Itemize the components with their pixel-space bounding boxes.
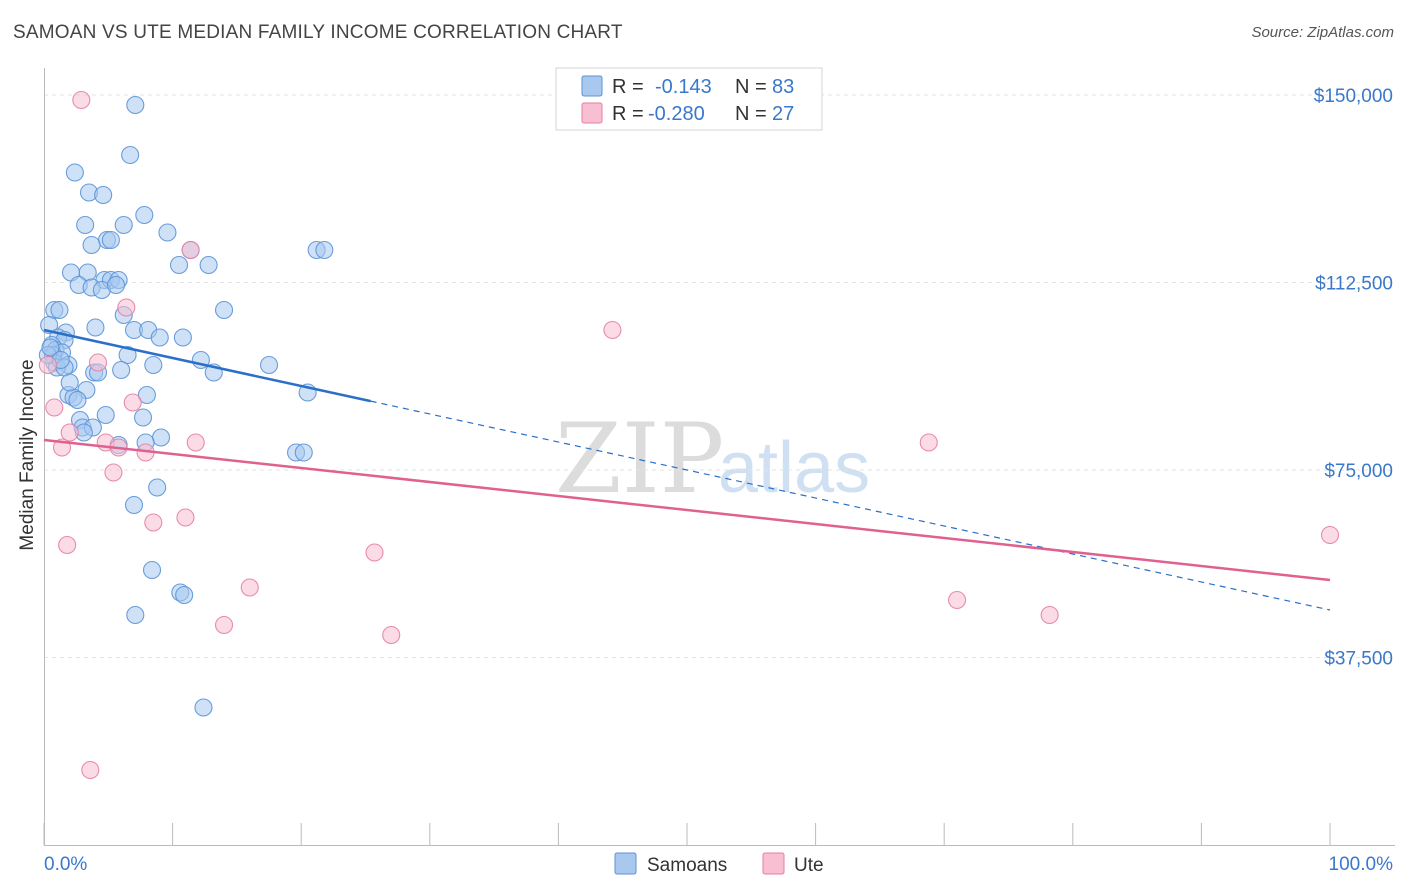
watermark-atlas: atlas [718,428,870,508]
y-tick-label-3: $150,000 [1314,86,1393,107]
samoan-point-79 [41,338,60,357]
samoan-point-4 [94,185,113,205]
legend-n-label-ute: N = [735,103,767,125]
samoan-point-47 [144,355,163,375]
ute-point-23 [1040,605,1059,625]
samoan-point-28 [50,300,69,320]
ute-point-25 [382,625,401,645]
ute-point-4 [88,353,108,372]
samoan-point-74 [142,560,162,580]
bottom-legend-ute: Ute [794,855,824,876]
samoan-point-82 [112,360,131,380]
ute-point-7 [45,398,64,417]
samoan-points [38,95,334,717]
samoan-point-15 [169,255,189,275]
watermark-zip: ZIP [555,403,724,515]
series-legend: Samoans Ute [614,852,824,876]
trend-lines [43,328,1331,611]
y-tick-label-0: $37,500 [1324,649,1393,670]
legend-r-value-ute: -0.280 [648,103,705,125]
samoan-point-73 [124,495,144,515]
legend-r-label-ute: R = [612,103,644,125]
y-tick-label-1: $75,000 [1324,461,1393,482]
samoan-point-57 [137,385,156,405]
samoan-point-71 [294,443,313,462]
samoan-point-43 [118,345,137,365]
ute-point-2 [117,298,136,317]
samoan-point-78 [194,698,213,717]
samoan-point-10 [101,230,120,250]
ute-point-24 [214,615,234,635]
ute-point-17 [176,508,195,527]
ute-point-16 [144,513,163,532]
samoan-point-2 [65,163,84,182]
samoan-point-31 [86,318,105,337]
ute-point-6 [123,393,142,412]
legend-swatch-samoan [581,75,603,97]
ute-point-21 [1320,525,1340,545]
ute-point-8 [60,423,79,442]
x-tick-label-max: 100.0% [1329,854,1394,875]
ute-point-26 [81,760,100,780]
legend-n-label-samoan: N = [735,76,767,98]
samoan-point-26 [214,300,234,320]
legend-swatch-ute [581,102,603,124]
samoan-point-8 [158,223,177,242]
samoan-point-0 [126,95,145,115]
bottom-legend-swatch-samoans [614,852,637,875]
correlation-legend: R = -0.143 N = 83 R = -0.280 N = 27 [555,67,823,131]
samoan-point-7 [114,215,133,235]
ute-point-10 [186,433,205,452]
samoan-point-16 [199,255,218,275]
samoan-point-14 [315,240,334,260]
x-ticks [43,823,1331,845]
x-tick-label-min: 0.0% [44,854,87,875]
chart-title: SAMOAN VS UTE MEDIAN FAMILY INCOME CORRE… [13,22,623,43]
samoan-point-61 [133,408,153,427]
samoan-point-72 [148,478,167,497]
samoan-point-81 [60,373,79,392]
samoan-point-5 [135,205,154,225]
bottom-legend-samoans: Samoans [647,855,727,876]
samoan-point-77 [126,605,145,625]
ute-point-1 [181,240,200,260]
samoan-point-66 [151,428,171,447]
samoan-point-6 [76,215,95,235]
samoan-point-76 [175,585,194,605]
y-tick-labels: $37,500 $75,000 $112,500 $150,000 [1314,86,1393,670]
samoan-point-60 [96,405,115,425]
grid-layer [44,94,1395,658]
y-axis-title: Median Family Income [17,359,38,550]
axis-layer [44,68,1395,846]
samoan-trend-solid [43,328,371,403]
samoan-point-48 [259,355,279,375]
samoan-point-58 [68,390,87,410]
legend-n-value-ute: 27 [772,103,794,125]
samoan-point-1 [121,145,140,165]
legend-r-label-samoan: R = [612,76,644,98]
ute-point-22 [948,590,967,610]
ute-point-0 [72,90,91,110]
samoan-point-37 [150,328,169,347]
samoan-trend-dashed [370,400,1331,611]
y-tick-label-2: $112,500 [1315,274,1393,295]
ute-point-5 [38,355,57,375]
legend-n-value-samoan: 83 [772,76,794,98]
chart-source: Source: ZipAtlas.com [1251,24,1394,41]
ute-point-15 [104,463,123,482]
bottom-legend-swatch-ute [762,852,785,875]
ute-trend-line [43,438,1331,582]
samoan-point-11 [82,235,101,255]
ute-point-11 [919,433,938,452]
ute-point-3 [603,320,622,340]
legend-r-value-samoan: -0.143 [655,76,712,98]
ute-point-18 [58,535,77,555]
ute-point-19 [365,543,384,562]
samoan-point-38 [173,328,192,347]
ute-point-20 [240,578,259,597]
samoan-point-25 [106,275,126,295]
